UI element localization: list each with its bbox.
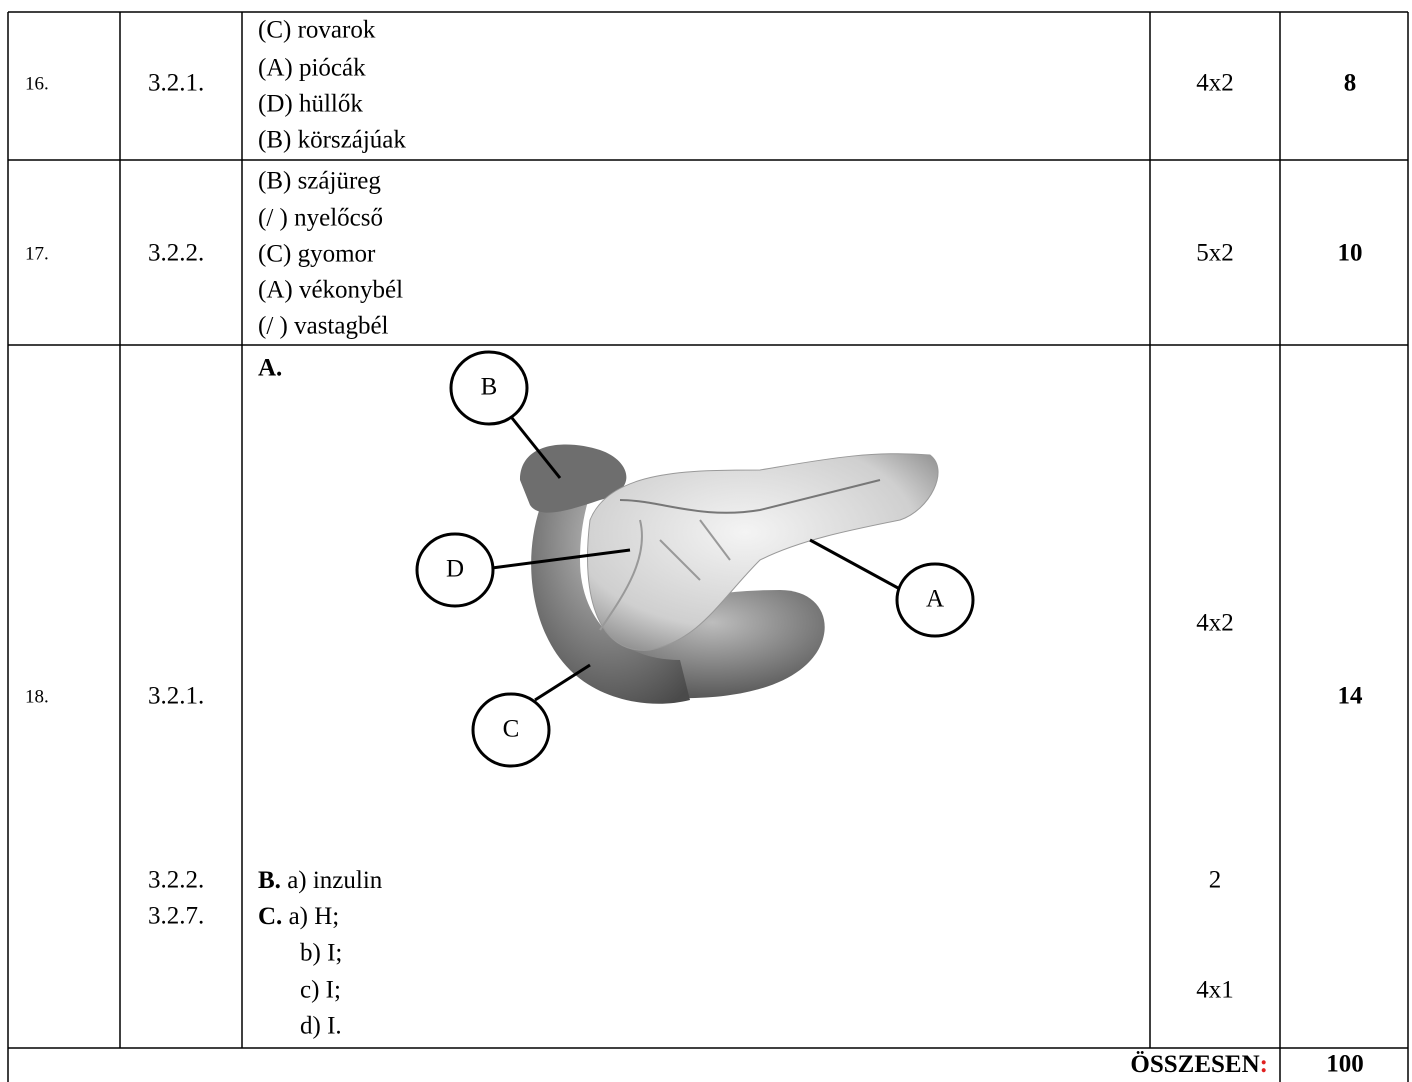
part-label: C. (258, 903, 282, 930)
row-number: 16. (25, 73, 49, 94)
points: 14 (1338, 683, 1364, 710)
code: 3.2.1. (148, 683, 204, 710)
code: 3.2.2. (148, 867, 204, 894)
row-number: 18. (25, 686, 49, 707)
code: 3.2.7. (148, 903, 204, 930)
points: 8 (1344, 70, 1357, 97)
total-points: 100 (1326, 1051, 1364, 1078)
diagram-label: C (503, 716, 520, 743)
answer: (B) körszájúak (258, 127, 406, 154)
scoring: 2 (1209, 867, 1222, 894)
scoring: 4x2 (1196, 610, 1234, 637)
scoring: 4x2 (1196, 70, 1234, 97)
part-label: B. (258, 867, 281, 894)
total-label: ÖSSZESEN: (1130, 1051, 1268, 1078)
separator: : (1260, 1051, 1268, 1078)
page: {"rows":[ {"number":"16.","code":"3.2.1.… (0, 0, 1412, 1082)
answer: b) I; (300, 940, 342, 967)
answer-text: a) inzulin (287, 867, 383, 894)
row-number: 17. (25, 243, 49, 264)
answer: (C) gyomor (258, 241, 376, 268)
code: 3.2.1. (148, 70, 204, 97)
diagram-label: B (481, 374, 498, 401)
diagram-label: A (926, 586, 944, 613)
diagram-label: D (446, 556, 464, 583)
answer-text: a) H; (289, 903, 340, 930)
answer: B. a) inzulin (258, 867, 383, 894)
answer: c) I; (300, 977, 341, 1004)
answer-table: 16. 3.2.1. (C) rovarok (A) piócák (D) hü… (0, 0, 1412, 1082)
scoring: 5x2 (1196, 240, 1234, 267)
answer: (C) rovarok (258, 17, 376, 44)
answer: (/ ) nyelőcső (258, 205, 383, 232)
points: 10 (1338, 240, 1363, 267)
answer: C. a) H; (258, 903, 339, 930)
answer: (A) vékonybél (258, 277, 403, 304)
answer: (/ ) vastagbél (258, 313, 389, 340)
answer: (A) piócák (258, 55, 366, 82)
total-text: ÖSSZESEN (1130, 1051, 1259, 1078)
code: 3.2.2. (148, 240, 204, 267)
scoring: 4x1 (1196, 977, 1234, 1004)
part-label: A. (258, 355, 282, 382)
answer: (D) hüllők (258, 91, 363, 118)
answer: d) I. (300, 1013, 342, 1040)
answer: (B) szájüreg (258, 168, 381, 195)
